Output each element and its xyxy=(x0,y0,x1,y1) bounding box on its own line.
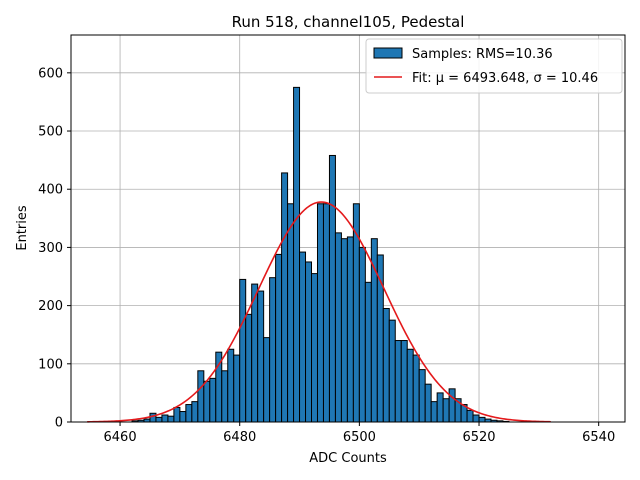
y-axis-label: Entries xyxy=(15,205,30,251)
histogram-bar xyxy=(209,377,217,423)
histogram-bar xyxy=(370,238,378,423)
y-tick-label: 100 xyxy=(38,357,63,372)
histogram-bar xyxy=(346,236,354,423)
x-axis-ticks: 6460 6480 6500 6520 6540 xyxy=(104,422,615,445)
y-tick-label: 200 xyxy=(38,299,63,314)
histogram-bar xyxy=(167,415,175,423)
histogram-bar xyxy=(424,383,432,423)
histogram-bar xyxy=(245,313,253,423)
histogram-bar xyxy=(358,246,366,423)
histogram-bar xyxy=(400,340,408,423)
histogram-bar xyxy=(227,348,235,423)
histogram-bar xyxy=(418,369,426,423)
histogram-bar xyxy=(173,406,181,423)
histogram-bar xyxy=(221,370,229,423)
histogram-bar xyxy=(197,370,205,423)
fit-curve xyxy=(87,201,551,423)
histogram-bar xyxy=(388,319,396,423)
histogram-bar xyxy=(448,388,456,423)
histogram-bar xyxy=(155,416,163,423)
x-axis-label: ADC Counts xyxy=(309,451,387,466)
histogram-bar xyxy=(322,203,330,423)
y-tick-label: 400 xyxy=(38,183,63,198)
histogram-bars xyxy=(131,86,510,423)
x-tick-label: 6480 xyxy=(223,430,256,445)
histogram-bar xyxy=(412,354,420,423)
histogram-bar xyxy=(251,283,259,423)
histogram-bar xyxy=(394,340,402,423)
histogram-bar xyxy=(466,409,474,423)
histogram-bar xyxy=(161,414,169,423)
histogram-bar xyxy=(406,348,414,423)
histogram-bar xyxy=(293,86,301,423)
histogram-bar xyxy=(340,238,348,423)
plot-frame xyxy=(70,34,626,423)
histogram-bar xyxy=(287,203,295,423)
histogram-bar xyxy=(149,412,157,423)
legend-label-fit: Fit: μ = 6493.648, σ = 10.46 xyxy=(412,71,598,86)
histogram-bar xyxy=(269,277,277,423)
histogram-bar xyxy=(316,203,324,423)
y-tick-label: 300 xyxy=(38,241,63,256)
histogram-bar xyxy=(299,251,307,423)
histogram-bar xyxy=(281,172,289,423)
y-tick-label: 500 xyxy=(38,125,63,140)
histogram-bar xyxy=(179,411,187,423)
histogram-bar xyxy=(233,354,241,423)
histogram-bar xyxy=(275,253,283,423)
legend-swatch-histogram xyxy=(373,47,403,59)
legend-label-histogram: Samples: RMS=10.36 xyxy=(412,47,553,62)
histogram-bar xyxy=(442,398,450,423)
histogram-bar xyxy=(191,401,199,423)
x-tick-label: 6520 xyxy=(462,430,495,445)
histogram-bar xyxy=(364,281,372,423)
histogram-bar xyxy=(263,337,271,423)
x-tick-label: 6500 xyxy=(343,430,376,445)
histogram-bar xyxy=(239,278,247,423)
y-tick-label: 600 xyxy=(38,66,63,81)
histogram-bar xyxy=(334,232,342,423)
y-tick-label: 0 xyxy=(55,416,63,431)
histogram-bar xyxy=(185,404,193,423)
histogram-bar xyxy=(305,261,313,423)
histogram-bar xyxy=(430,401,438,423)
histogram-bar xyxy=(436,392,444,423)
histogram-bar xyxy=(478,416,486,423)
x-tick-label: 6540 xyxy=(582,430,615,445)
histogram-bar xyxy=(472,414,480,423)
chart-title: Run 518, channel105, Pedestal xyxy=(232,13,465,31)
histogram-bar xyxy=(257,290,265,423)
histogram-bar xyxy=(311,273,318,423)
x-tick-label: 6460 xyxy=(104,430,137,445)
histogram-bar xyxy=(203,380,211,423)
histogram-bar xyxy=(328,154,336,423)
histogram-bar xyxy=(382,308,390,423)
legend-box xyxy=(365,38,623,94)
y-axis-ticks: 0 100 200 300 400 500 600 xyxy=(38,66,71,431)
legend: Samples: RMS=10.36 Fit: μ = 6493.648, σ … xyxy=(365,38,623,94)
